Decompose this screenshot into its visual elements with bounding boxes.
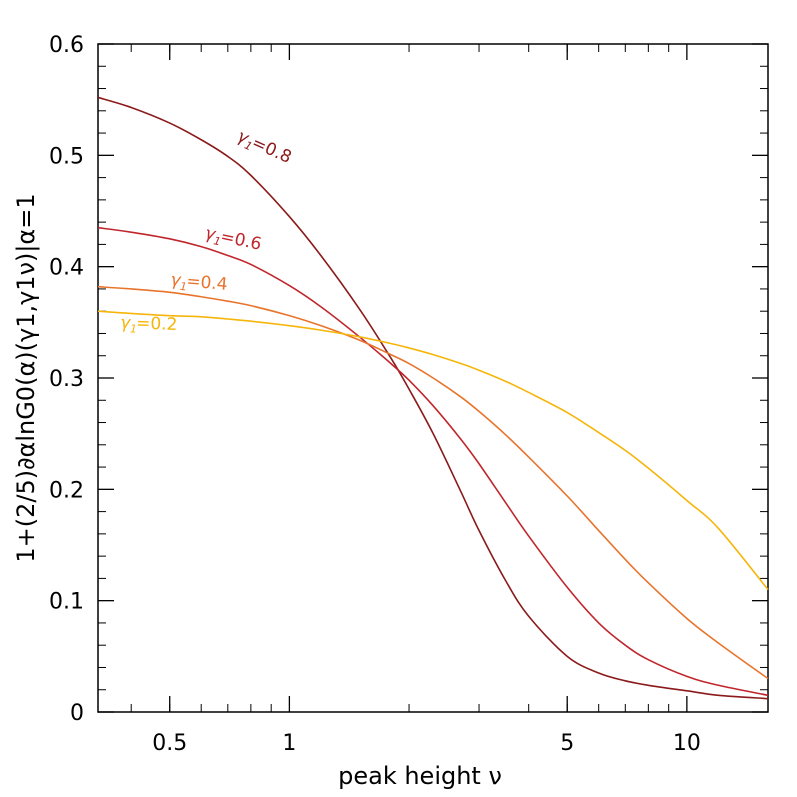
y-tick-label: 0: [70, 701, 84, 726]
y-tick-label: 0.5: [49, 144, 84, 169]
series-line-1: [97, 226, 769, 697]
curve-label-0.6-value: =0.6: [219, 227, 264, 255]
y-tick-label: 0.3: [49, 367, 84, 392]
curve-label-0.8: γ1 =0.8: [233, 126, 295, 168]
curve-label-0.2-value: =0.2: [136, 314, 178, 335]
x-tick-label: 1: [282, 731, 296, 756]
x-tick-label: 10: [673, 731, 701, 756]
curve-label-0.4: γ1 =0.4: [169, 270, 229, 295]
y-tick-label: 0.6: [49, 33, 84, 58]
y-axis-label: 1+(2/5)∂αlnG0(α)(γ1,γ1ν)|α=1: [12, 193, 40, 562]
x-tick-label: 0.5: [152, 731, 187, 756]
y-tick-label: 0.2: [49, 478, 84, 503]
series-line-2: [97, 285, 769, 680]
y-tick-label: 0.1: [49, 590, 84, 615]
tick-labels: 0.5 1 5 10 0 0.1 0.2 0.3 0.4 0.5 0.6: [49, 33, 701, 756]
series-line-3: [97, 310, 769, 591]
y-tick-label: 0.4: [49, 256, 84, 281]
curve-label-0.6: γ1 =0.6: [203, 223, 264, 255]
major-ticks: [98, 43, 768, 713]
curve-label-0.2: γ1 =0.2: [120, 313, 178, 336]
x-tick-label: 5: [560, 731, 574, 756]
curve-label-0.8-value: =0.8: [249, 133, 295, 168]
curve-label-0.4-value: =0.4: [186, 271, 229, 295]
x-axis-label: peak height ν: [338, 762, 502, 790]
series-layer: [97, 96, 769, 700]
series-line-0: [97, 96, 769, 700]
